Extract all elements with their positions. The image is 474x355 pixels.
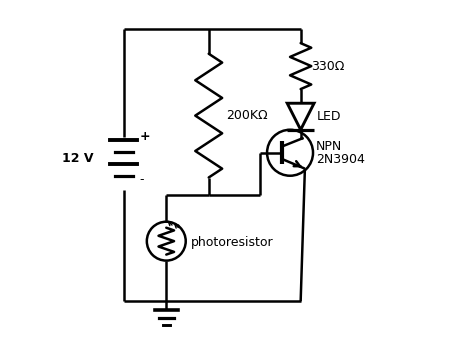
Text: 2N3904: 2N3904 <box>316 153 365 166</box>
Text: 200KΩ: 200KΩ <box>227 109 268 122</box>
Text: +: + <box>140 130 150 143</box>
Text: 330Ω: 330Ω <box>311 60 345 73</box>
Text: photoresistor: photoresistor <box>191 236 273 250</box>
Text: -: - <box>140 173 144 186</box>
Text: NPN: NPN <box>316 140 342 153</box>
Text: LED: LED <box>317 110 341 123</box>
Text: 12 V: 12 V <box>62 152 93 165</box>
